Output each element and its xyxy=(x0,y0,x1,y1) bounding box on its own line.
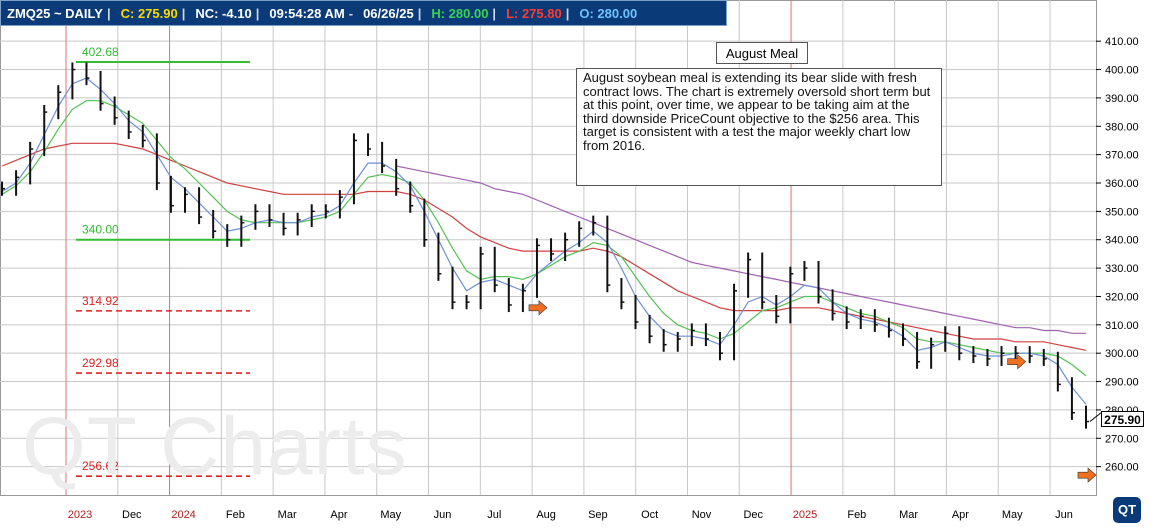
y-tick-label: 410.00 xyxy=(1105,36,1139,48)
x-tick-label: Sep xyxy=(588,509,608,521)
x-tick-label: 2023 xyxy=(68,509,92,521)
target-label: 314.92 xyxy=(82,294,119,308)
quote-header: ZMQ25 ~ DAILY | C: 275.90 | NC: -4.10 | … xyxy=(0,0,727,26)
qt-logo[interactable]: QT xyxy=(1113,497,1141,523)
symbol-label: ZMQ25 ~ DAILY xyxy=(7,5,103,21)
x-tick-label: Mar xyxy=(278,509,297,521)
x-tick-label: Oct xyxy=(641,509,658,521)
y-tick-label: 390.00 xyxy=(1105,93,1139,105)
x-tick-label: Nov xyxy=(692,509,712,521)
annotation-title: August Meal xyxy=(716,42,808,64)
moving-average-line xyxy=(1,142,1087,351)
open-value: O: 280.00 xyxy=(579,5,638,21)
last-price-label: 275.90 xyxy=(1101,411,1144,427)
x-tick-label: Jun xyxy=(434,509,452,521)
header-divider-2: | xyxy=(181,5,186,21)
x-tick-label: Aug xyxy=(536,509,556,521)
y-tick-label: 340.00 xyxy=(1105,235,1139,247)
y-tick-label: 400.00 xyxy=(1105,65,1139,77)
y-tick-label: 360.00 xyxy=(1105,178,1139,190)
moving-average-line xyxy=(396,165,1086,334)
target-label: 256.62 xyxy=(82,459,119,473)
x-tick-label: May xyxy=(380,509,401,521)
y-tick-label: 300.00 xyxy=(1105,348,1139,360)
x-tick-label: Dec xyxy=(743,509,763,521)
target-arrow-icon xyxy=(1007,354,1027,370)
target-arrow-icon xyxy=(528,300,548,316)
x-tick-label: Apr xyxy=(952,509,969,521)
header-divider-5: | xyxy=(492,5,497,21)
x-tick-label: Jul xyxy=(487,509,501,521)
target-label: 402.68 xyxy=(82,45,119,59)
y-tick-label: 350.00 xyxy=(1105,206,1139,218)
target-arrow-icon xyxy=(1077,467,1097,483)
header-divider: | xyxy=(106,5,111,21)
y-tick-label: 260.00 xyxy=(1105,462,1139,474)
target-label: 292.98 xyxy=(82,356,119,370)
x-tick-label: Feb xyxy=(226,509,245,521)
date-value: 06/26/25 xyxy=(363,5,414,21)
net-change-value: NC: -4.10 xyxy=(195,5,252,21)
moving-average-line xyxy=(1,100,1087,377)
y-tick-label: 320.00 xyxy=(1105,291,1139,303)
header-dash: - xyxy=(348,5,354,21)
close-value: C: 275.90 xyxy=(120,5,178,21)
low-value: L: 275.80 xyxy=(506,5,562,21)
y-tick-label: 270.00 xyxy=(1105,433,1139,445)
header-divider-4: | xyxy=(417,5,422,21)
y-tick-label: 370.00 xyxy=(1105,150,1139,162)
y-tick-label: 310.00 xyxy=(1105,320,1139,332)
x-tick-label: May xyxy=(1002,509,1023,521)
last-price-pointer xyxy=(1089,412,1102,422)
target-label: 340.00 xyxy=(82,223,119,237)
x-tick-label: Dec xyxy=(122,509,142,521)
annotation-text: August soybean meal is extending its bea… xyxy=(576,68,942,186)
high-value: H: 280.00 xyxy=(431,5,489,21)
header-divider-3: | xyxy=(255,5,260,21)
x-tick-label: Mar xyxy=(899,509,918,521)
x-tick-label: Feb xyxy=(847,509,866,521)
x-tick-label: 2025 xyxy=(793,509,817,521)
header-divider-6: | xyxy=(565,5,570,21)
y-tick-label: 380.00 xyxy=(1105,121,1139,133)
y-tick-label: 330.00 xyxy=(1105,263,1139,275)
x-tick-label: Jun xyxy=(1055,509,1073,521)
x-tick-label: Apr xyxy=(330,509,347,521)
watermark: QT Charts xyxy=(22,401,408,492)
y-tick-label: 290.00 xyxy=(1105,377,1139,389)
x-tick-label: 2024 xyxy=(171,509,195,521)
time-value: 09:54:28 AM xyxy=(269,5,345,21)
